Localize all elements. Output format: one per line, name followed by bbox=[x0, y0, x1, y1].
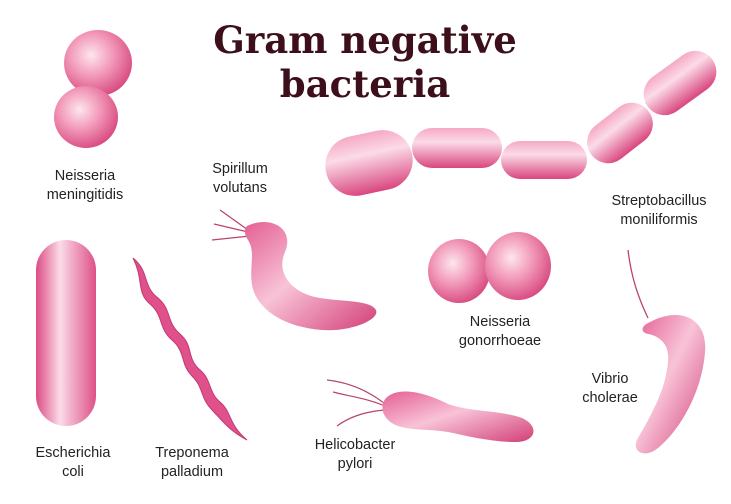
label-neisseria-meningitidis: Neisseria meningitidis bbox=[46, 168, 124, 203]
spirillum-volutans-cell bbox=[211, 209, 377, 331]
vibrio-cholerae-cell bbox=[627, 249, 706, 454]
label-treponema-palladium: Treponema palladium bbox=[155, 445, 229, 480]
diagram-title: Gram negative bacteria bbox=[185, 18, 545, 106]
helicobacter-pylori-cell bbox=[326, 379, 534, 442]
label-vibrio-cholerae: Vibrio cholerae bbox=[582, 371, 638, 406]
neisseria-gonorrhoeae-cell bbox=[428, 232, 551, 303]
title-line-2: bacteria bbox=[279, 62, 451, 106]
treponema-palladium-cell bbox=[132, 257, 248, 441]
label-spirillum-volutans: Spirillum volutans bbox=[212, 161, 268, 196]
label-neisseria-gonorrhoeae: Neisseria gonorrhoeae bbox=[458, 314, 542, 349]
streptobacillus-moniliformis-cell bbox=[325, 50, 717, 196]
label-escherichia-coli: Escherichia coli bbox=[35, 445, 111, 480]
label-helicobacter-pylori: Helicobacter pylori bbox=[314, 437, 396, 472]
label-streptobacillus-moniliformis: Streptobacillus moniliformis bbox=[611, 193, 707, 228]
escherichia-coli-cell bbox=[36, 240, 96, 426]
neisseria-meningitidis-cell bbox=[54, 30, 132, 148]
title-line-1: Gram negative bbox=[213, 18, 517, 62]
